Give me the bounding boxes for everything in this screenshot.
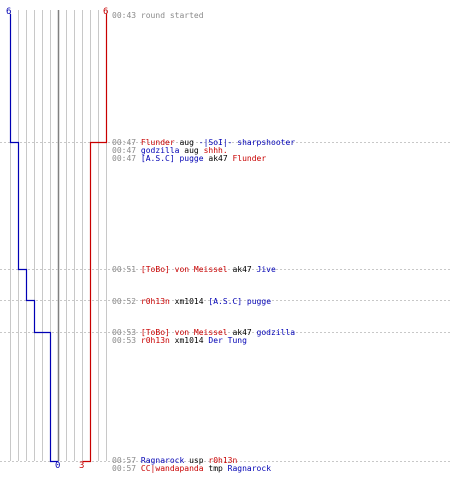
event-row: 00:53 [ToBo] von Meissel ak47 godzilla	[112, 328, 295, 337]
event-time: 00:47	[112, 154, 137, 163]
event-row: 00:47 Flunder aug -|SoI|- sharpshooter	[112, 138, 295, 147]
event-row: 00:43 round started	[112, 11, 204, 20]
event-killer: godzilla	[140, 146, 180, 155]
event-time: 00:43	[112, 11, 137, 20]
blue-team-alive-line	[9, 14, 59, 463]
event-victim: shhh.	[203, 146, 228, 155]
event-weapon: aug	[179, 138, 194, 147]
event-victim: [A.S.C] pugge	[208, 297, 272, 306]
event-time: 00:53	[112, 328, 137, 337]
event-row: 00:53 r0h13n xm1014 Der Tung	[112, 336, 247, 345]
event-killer: Flunder	[140, 138, 175, 147]
red-count-bottom-label: 3	[79, 461, 84, 471]
red-count-top-label: 6	[103, 7, 108, 17]
event-row: 00:47 godzilla aug shhh.	[112, 146, 228, 155]
event-row: 00:47 [A.S.C] pugge ak47 Flunder	[112, 154, 266, 163]
event-row: 00:57 Ragnarock usp r0h13n	[112, 456, 237, 465]
event-weapon: aug	[184, 146, 199, 155]
event-victim: Jive	[256, 265, 276, 274]
event-killer: r0h13n	[140, 297, 170, 306]
event-victim: godzilla	[256, 328, 296, 337]
event-victim: Der Tung	[208, 336, 247, 345]
event-time: 00:52	[112, 297, 137, 306]
event-victim: -|SoI|- sharpshooter	[198, 138, 296, 147]
event-killer: [ToBo] von Meissel	[140, 328, 228, 337]
event-victim: r0h13n	[208, 456, 238, 465]
event-time: 00:51	[112, 265, 137, 274]
event-killer: r0h13n	[140, 336, 170, 345]
event-time: 00:47	[112, 146, 137, 155]
event-weapon: usp	[189, 456, 204, 465]
event-time: 00:53	[112, 336, 137, 345]
event-weapon: xm1014	[174, 297, 204, 306]
event-time: 00:57	[112, 456, 137, 465]
event-weapon: ak47	[232, 328, 252, 337]
blue-count-bottom-label: 0	[55, 461, 60, 471]
event-row: 00:51 [ToBo] von Meissel ak47 Jive	[112, 265, 276, 274]
event-weapon: ak47	[208, 154, 228, 163]
event-row: 00:57 CC|wandapanda tmp Ragnarock	[112, 464, 271, 473]
event-text: round started	[140, 11, 204, 20]
event-time: 00:47	[112, 138, 137, 147]
event-weapon: ak47	[232, 265, 252, 274]
event-killer: [ToBo] von Meissel	[140, 265, 228, 274]
event-weapon: tmp	[208, 464, 223, 473]
red-team-alive-line	[82, 14, 108, 463]
event-weapon: xm1014	[174, 336, 204, 345]
event-killer: Ragnarock	[140, 456, 185, 465]
event-markers	[0, 142, 450, 462]
event-victim: Ragnarock	[227, 464, 272, 473]
event-killer: CC|wandapanda	[140, 464, 204, 473]
event-killer: [A.S.C] pugge	[140, 154, 204, 163]
event-time: 00:57	[112, 464, 137, 473]
blue-count-top-label: 6	[6, 7, 11, 17]
event-victim: Flunder	[232, 154, 267, 163]
event-row: 00:52 r0h13n xm1014 [A.S.C] pugge	[112, 297, 271, 306]
